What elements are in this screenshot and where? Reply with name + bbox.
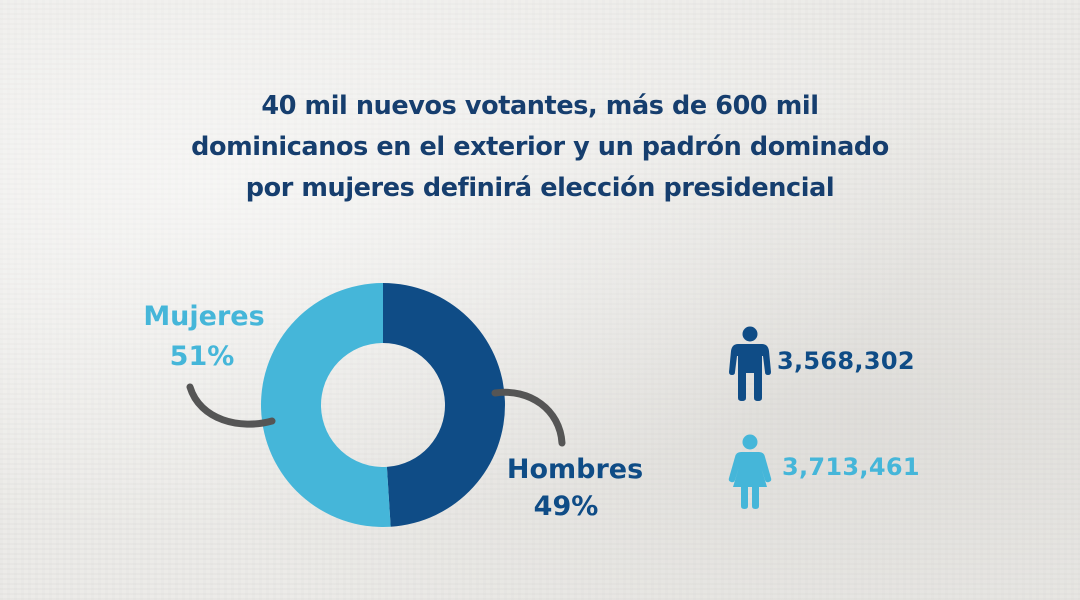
title-line-2: dominicanos en el exterior y un padrón d…: [191, 132, 889, 162]
donut-slice-hombres: [383, 283, 506, 527]
hombres-connector: [491, 388, 566, 447]
mujeres-count: 3,713,461: [782, 453, 920, 481]
mujeres-connector: [186, 383, 276, 428]
title-line-3: por mujeres definirá elección presidenci…: [245, 173, 835, 203]
mujeres-percent: 51%: [170, 341, 235, 372]
page-title: 40 mil nuevos votantes, más de 600 mil d…: [140, 86, 940, 209]
hombres-count: 3,568,302: [777, 347, 915, 375]
donut-slice-mujeres: [261, 283, 391, 527]
mujeres-label: Mujeres: [143, 301, 264, 332]
man-icon: [729, 326, 771, 401]
hombres-label: Hombres: [507, 454, 643, 485]
woman-icon: [728, 434, 772, 509]
hombres-percent: 49%: [534, 491, 599, 522]
donut-slices: [261, 283, 506, 527]
title-line-1: 40 mil nuevos votantes, más de 600 mil: [261, 91, 819, 121]
